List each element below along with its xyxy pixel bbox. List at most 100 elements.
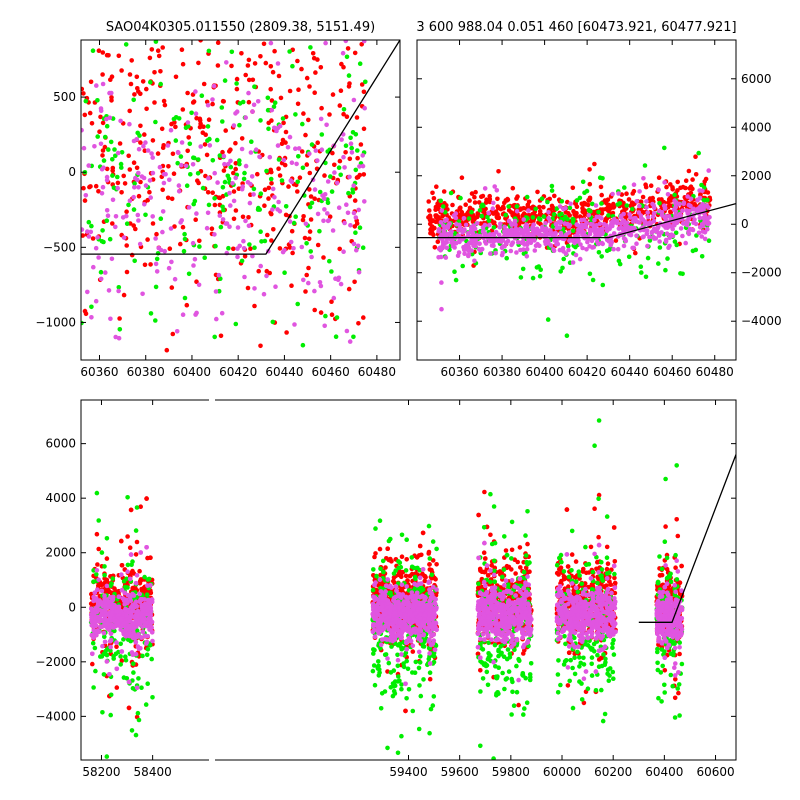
data-point [110, 221, 115, 226]
data-point [283, 140, 288, 145]
data-point [210, 97, 215, 102]
data-point [360, 163, 366, 169]
data-point [504, 241, 509, 246]
data-point [118, 161, 124, 167]
data-point [359, 42, 365, 47]
data-point [273, 744, 278, 749]
data-point [95, 98, 100, 103]
data-point [142, 262, 148, 268]
data-point [580, 245, 585, 251]
data-point [233, 166, 238, 172]
data-point [597, 231, 602, 236]
data-point [323, 313, 328, 319]
data-point [117, 327, 123, 332]
data-point [287, 88, 293, 94]
data-point [486, 233, 492, 238]
data-point [568, 201, 573, 207]
data-point [429, 567, 434, 573]
data-point [500, 250, 506, 256]
data-point [675, 179, 680, 185]
data-point [470, 230, 476, 236]
data-point [212, 196, 217, 201]
data-point [347, 339, 353, 344]
data-point [588, 221, 593, 227]
data-point [509, 227, 515, 232]
data-point [452, 245, 457, 250]
data-point [587, 271, 593, 277]
data-point [275, 207, 280, 212]
data-point [90, 48, 96, 53]
data-point [273, 284, 278, 290]
data-point [160, 229, 165, 235]
data-point [337, 158, 343, 164]
data-point [521, 217, 526, 222]
data-point [104, 556, 110, 561]
data-point [685, 194, 690, 199]
data-point [168, 226, 174, 231]
data-point [596, 250, 602, 255]
data-point [656, 197, 662, 202]
data-point [426, 199, 432, 204]
data-point [662, 205, 668, 211]
data-point [590, 201, 595, 207]
data-point [485, 214, 490, 220]
data-point [612, 575, 617, 581]
data-point [148, 195, 153, 200]
data-point [176, 183, 182, 188]
data-point [173, 115, 179, 120]
data-point [220, 149, 225, 155]
data-point [108, 316, 113, 322]
data-point [262, 203, 267, 208]
data-point [113, 334, 118, 340]
data-point [668, 182, 673, 187]
data-point [330, 92, 336, 97]
data-point [156, 545, 161, 550]
data-point [89, 315, 94, 320]
data-point [706, 168, 711, 173]
data-point [258, 229, 263, 234]
data-point [491, 200, 496, 206]
data-point [650, 214, 656, 220]
data-point [597, 221, 603, 227]
data-point [532, 248, 538, 253]
data-point [642, 163, 648, 168]
data-point [189, 110, 194, 116]
data-point [355, 155, 360, 161]
data-point [134, 137, 139, 142]
data-point [290, 250, 295, 256]
data-point [436, 227, 442, 232]
data-point [601, 221, 607, 227]
data-point [508, 248, 514, 254]
data-point [222, 161, 227, 167]
data-point [82, 198, 88, 203]
data-point [495, 204, 501, 209]
data-point [255, 207, 261, 212]
data-point [253, 147, 259, 152]
data-point [284, 330, 289, 335]
data-point [329, 299, 334, 305]
data-point [453, 215, 459, 221]
data-point [182, 236, 188, 242]
data-point [321, 255, 326, 260]
data-point [116, 53, 122, 59]
data-point [700, 201, 705, 207]
data-point [327, 214, 333, 219]
data-point [246, 77, 252, 83]
data-point [276, 73, 282, 79]
data-point [115, 150, 121, 156]
data-point [328, 174, 333, 179]
data-point [684, 222, 689, 227]
data-point [422, 578, 428, 584]
data-point [697, 215, 703, 221]
data-point [269, 238, 274, 243]
data-point [672, 695, 678, 701]
data-point [184, 302, 190, 308]
data-point [630, 245, 635, 251]
data-point [246, 215, 251, 220]
data-point [672, 198, 677, 203]
data-point [360, 245, 366, 250]
data-point [504, 255, 510, 261]
data-point [372, 554, 377, 560]
data-point [616, 226, 622, 231]
data-point [570, 228, 576, 234]
